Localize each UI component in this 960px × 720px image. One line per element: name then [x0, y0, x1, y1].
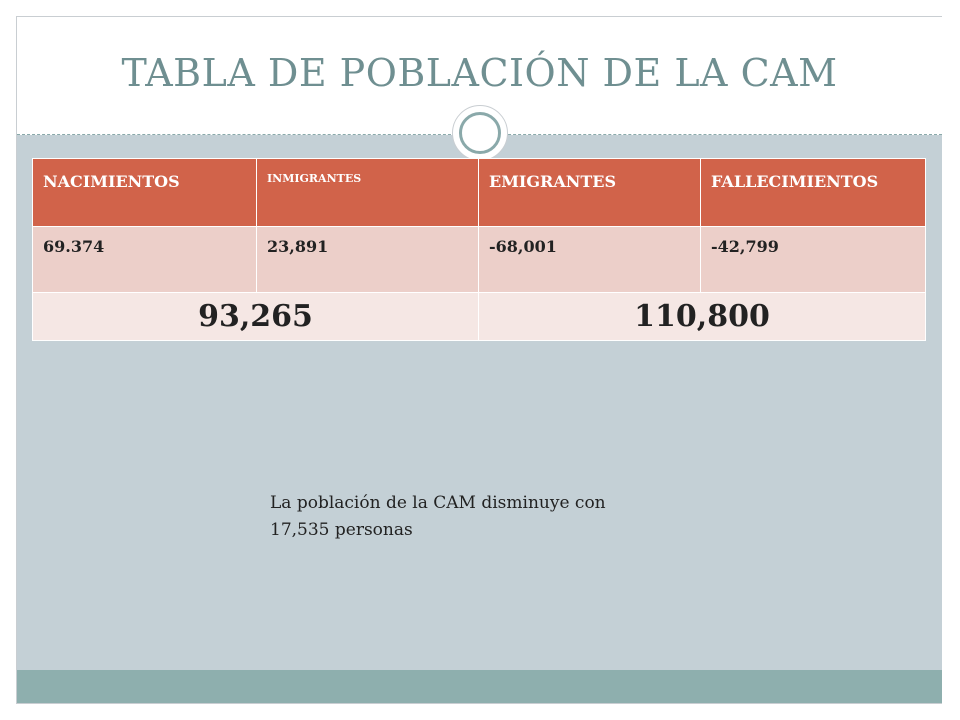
header-fallecimientos: FALLECIMIENTOS — [700, 158, 926, 227]
totals-row: 93,265 110,800 — [32, 292, 926, 341]
table-header-row: NACIMIENTOS INMIGRANTES EMIGRANTES FALLE… — [32, 158, 926, 227]
note-line-1: La población de la CAM disminuye con — [270, 493, 606, 513]
population-table: NACIMIENTOS INMIGRANTES EMIGRANTES FALLE… — [32, 158, 926, 341]
value-nacimientos: 69.374 — [32, 226, 257, 293]
value-emigrantes: -68,001 — [478, 226, 701, 293]
header-emigrantes: EMIGRANTES — [478, 158, 701, 227]
table-row: 69.374 23,891 -68,001 -42,799 — [32, 226, 926, 293]
page-title: TABLA DE POBLACIÓN DE LA CAM — [121, 51, 838, 95]
value-inmigrantes: 23,891 — [256, 226, 479, 293]
footer-band — [17, 670, 942, 703]
note-line-2: 17,535 personas — [270, 520, 413, 540]
value-fallecimientos: -42,799 — [700, 226, 926, 293]
conclusion-note: La población de la CAM disminuye con 17,… — [270, 490, 710, 544]
header-nacimientos: NACIMIENTOS — [32, 158, 257, 227]
total-increase: 93,265 — [32, 292, 479, 341]
ring-icon — [452, 105, 508, 161]
total-decrease: 110,800 — [478, 292, 926, 341]
header-inmigrantes: INMIGRANTES — [256, 158, 479, 227]
